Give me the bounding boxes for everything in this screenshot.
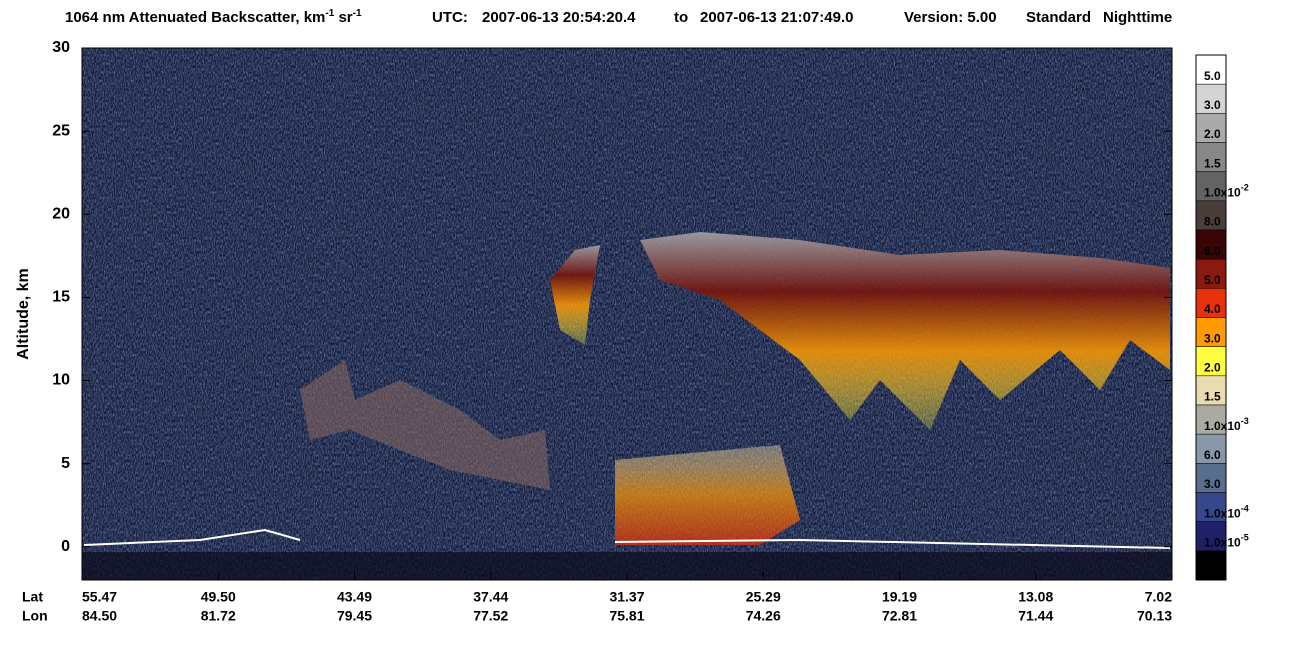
lon-label: 74.26 [746,608,781,624]
y-tick-label: 20 [52,205,70,222]
lat-label: 25.29 [746,589,781,605]
lon-label: 84.50 [82,608,117,624]
lat-label: 7.02 [1145,589,1172,605]
colorbar-swatch [1195,550,1227,581]
colorbar-label: 1.0x10-4 [1204,504,1249,521]
colorbar-swatch [1195,54,1227,85]
title-text: sr [334,9,353,26]
colorbar-label: 8.0 [1204,215,1221,229]
colorbar-label-base: 3.0 [1204,98,1221,112]
lon-label: 75.81 [609,608,644,624]
colorbar-swatch [1195,113,1227,143]
lat-label: 49.50 [201,589,236,605]
colorbar-swatch [1195,317,1227,347]
lat-label: 31.37 [609,589,644,605]
title-sup: -1 [353,8,362,19]
colorbar-frame [1195,54,1227,581]
colorbar-label: 3.0 [1204,477,1221,491]
chart-title: 1064 nm Attenuated Backscatter, km-1 sr-… [65,3,1172,26]
colorbar-swatch [1195,404,1227,435]
colorbar-swatch [1195,433,1227,464]
colorbar-label-base: 6.0 [1204,448,1221,462]
title-product: Standard [1026,9,1091,26]
y-tick-label: 10 [52,372,70,389]
title-utc: UTC: [432,9,468,26]
y-tick-label: 15 [52,289,70,306]
colorbar-label-base: 5.0 [1204,69,1221,83]
cloud-layer [550,245,600,345]
colorbar-label: 1.5 [1204,390,1221,404]
y-tick-label: 5 [61,455,70,472]
y-axis-label: Altitude, km [15,268,32,360]
title-sup: -1 [325,8,334,19]
lon-label: 72.81 [882,608,917,624]
lat-label: 19.19 [882,589,917,605]
colorbar-label-exp: -4 [1241,504,1249,514]
cloud-layer [300,360,550,490]
title-text: 1064 nm Attenuated Backscatter, km [65,9,325,26]
x-row-name: Lat [22,589,43,605]
colorbar-label: 3.0 [1204,332,1221,346]
colorbar-swatch [1195,492,1227,522]
x-row-name: Lon [22,608,48,624]
colorbar-label: 1.0x10-2 [1204,183,1249,200]
y-tick-label: 0 [61,538,70,555]
lat-label: 55.47 [82,589,117,605]
colorbar-label-base: 2.0 [1204,127,1221,141]
colorbar-label: 1.0x10-3 [1204,416,1249,433]
colorbar-label: 4.0 [1204,302,1221,316]
plot-area [81,47,1173,581]
colorbar-swatch [1195,346,1227,377]
colorbar-label-base: 1.5 [1204,157,1221,171]
colorbar-label: 6.0 [1204,244,1221,258]
colorbar-label-base: 3.0 [1204,477,1221,491]
colorbar-label-base: 1.0x10 [1204,419,1241,433]
colorbar-label: 3.0 [1204,98,1221,112]
lat-label: 43.49 [337,589,372,605]
lat-label: 13.08 [1018,589,1053,605]
title-time: Nighttime [1103,9,1172,26]
colorbar-label: 2.0 [1204,361,1221,375]
lon-label: 79.45 [337,608,372,624]
y-tick-label: 25 [52,122,70,139]
colorbar-label: 1.0x10-5 [1204,533,1249,550]
colorbar-label: 1.5 [1204,157,1221,171]
colorbar-label-base: 5.0 [1204,273,1221,287]
y-tick-label: 30 [52,39,70,56]
lon-label: 77.52 [473,608,508,624]
colorbar-swatch [1195,375,1227,406]
colorbar-label-base: 1.0x10 [1204,507,1241,521]
colorbar-label: 5.0 [1204,69,1221,83]
colorbar-swatch [1195,171,1227,202]
colorbar-label-base: 2.0 [1204,361,1221,375]
colorbar-label: 2.0 [1204,127,1221,141]
colorbar-label: 6.0 [1204,448,1221,462]
colorbar-label-exp: -2 [1241,183,1249,193]
title-start: 2007-06-13 20:54:20.4 [482,9,636,26]
colorbar-label-base: 3.0 [1204,332,1221,346]
lon-label: 71.44 [1018,608,1053,624]
aerosol-layer [615,445,800,545]
surface-return [83,528,1171,549]
colorbar-label-base: 1.0x10 [1204,536,1241,550]
colorbar-label-base: 8.0 [1204,215,1221,229]
colorbar-label-exp: -5 [1241,533,1249,543]
cloud-layer [640,232,1170,430]
colorbar-label-base: 1.5 [1204,390,1221,404]
title-version: Version: 5.00 [904,9,997,26]
colorbar-label: 5.0 [1204,273,1221,287]
colorbar-label-exp: -3 [1241,416,1249,426]
lat-label: 37.44 [473,589,508,605]
colorbar-label-base: 1.0x10 [1204,186,1241,200]
colorbar-label-base: 4.0 [1204,302,1221,316]
title-to: to [674,9,688,26]
colorbar-label-base: 6.0 [1204,244,1221,258]
title-end: 2007-06-13 21:07:49.0 [700,9,853,26]
lon-label: 81.72 [201,608,236,624]
lon-label: 70.13 [1137,608,1172,624]
